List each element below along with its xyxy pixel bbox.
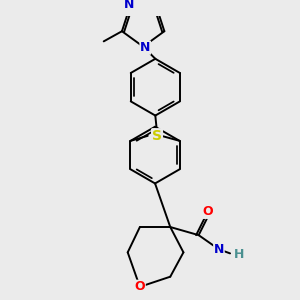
Text: N: N bbox=[140, 41, 150, 54]
Text: O: O bbox=[135, 280, 145, 293]
Text: H: H bbox=[234, 248, 244, 261]
Text: N: N bbox=[124, 0, 134, 11]
Text: O: O bbox=[202, 205, 213, 218]
Text: N: N bbox=[214, 243, 224, 256]
Text: F: F bbox=[152, 129, 160, 142]
Text: S: S bbox=[152, 129, 162, 143]
